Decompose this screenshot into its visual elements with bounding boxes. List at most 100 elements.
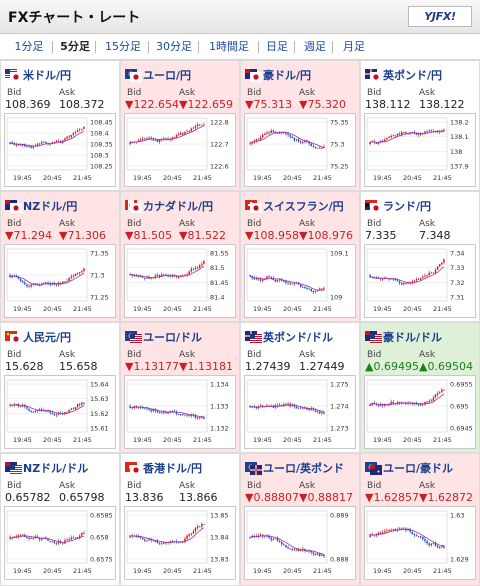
rate-card[interactable]: 豪ドル/ドル Bid Ask ▲0.69495 ▲0.69504 0.6955 0.695 0…: [360, 322, 480, 453]
candle-body: [188, 415, 190, 416]
price-chart[interactable]: 0.6955 0.695 0.6945 19:45 20:45 21:45: [364, 375, 476, 449]
price-chart[interactable]: 0.889 0.888 19:45 20:45 21:45: [244, 506, 356, 580]
rate-card[interactable]: 英ポンド/円 Bid Ask 138.112 138.122 138.2 138.1 138 1…: [360, 60, 480, 191]
price-chart[interactable]: 122.8 122.7 122.6 19:45 20:45 21:45: [124, 113, 236, 187]
us-flag-icon: [370, 334, 382, 344]
candle-body: [308, 141, 310, 144]
candle-body: [152, 409, 155, 412]
candle-body: [424, 275, 426, 277]
currency-pair-name[interactable]: 英ポンド/ドル: [263, 331, 334, 344]
price-chart[interactable]: 7.34 7.33 7.32 7.31 19:45 20:45 21:45: [364, 244, 476, 318]
candle-body: [308, 288, 310, 290]
currency-pair-name[interactable]: 米ドル/円: [23, 69, 72, 82]
candle-body: [129, 406, 131, 408]
candle-body: [293, 138, 296, 141]
currency-pair-name[interactable]: カナダドル/円: [143, 200, 214, 213]
candle-body: [259, 137, 262, 140]
price-chart[interactable]: 1.275 1.274 1.273 19:45 20:45 21:45: [244, 375, 356, 449]
candle-body: [306, 550, 308, 552]
currency-pair-name[interactable]: 豪ドル/円: [263, 69, 312, 82]
candle-body: [36, 536, 39, 538]
price-chart[interactable]: 15.64 15.63 15.62 15.61 19:45 20:45 21:45: [4, 375, 116, 449]
currency-pair-name[interactable]: スイスフラン/円: [263, 200, 344, 213]
currency-pair-name[interactable]: ユーロ/円: [143, 69, 192, 82]
price-chart[interactable]: 13.85 13.84 13.83 19:45 20:45 21:45: [124, 506, 236, 580]
candle-body: [400, 132, 403, 135]
rate-card[interactable]: 香港ドル/円 Bid Ask 13.836 13.866 13.85 13.84 13.83 1…: [120, 453, 240, 586]
price-chart[interactable]: 75.35 75.3 75.25 19:45 20:45 21:45: [244, 113, 356, 187]
ask-label: Ask: [59, 481, 76, 491]
currency-pair-name[interactable]: 豪ドル/ドル: [383, 331, 443, 344]
tab-8[interactable]: 月足: [343, 40, 365, 53]
rate-card[interactable]: 人民元/円 Bid Ask 15.628 15.658 15.64 15.63 15.62 15…: [0, 322, 120, 453]
ask-value: 0.65798: [59, 491, 105, 504]
rate-card[interactable]: ユーロ/円 Bid Ask ▼122.654 ▼122.659 122.8 122.7 122…: [120, 60, 240, 191]
candle-body: [388, 403, 390, 406]
price-chart[interactable]: 108.45 108.4 108.35 108.3 108.25 19:45 20:45 21…: [4, 113, 116, 187]
currency-pair-name[interactable]: ユーロ/豪ドル: [383, 462, 454, 475]
bid-value: ▼1.13177: [125, 360, 179, 373]
candle-body: [57, 140, 60, 142]
candle-body: [417, 535, 420, 537]
tab-1[interactable]: 1分足: [14, 40, 44, 53]
tab-2[interactable]: 5分足: [60, 40, 90, 53]
price-chart[interactable]: 1.134 1.133 1.132 19:45 20:45 21:45: [124, 375, 236, 449]
bid-label: Bid: [7, 88, 22, 98]
price-chart-svg: 122.8 122.7 122.6 19:45 20:45 21:45: [126, 117, 229, 182]
x-tick-label: 20:45: [43, 174, 62, 182]
candle-body: [182, 132, 184, 135]
candle-body: [203, 260, 205, 264]
currency-pair-name[interactable]: ユーロ/英ポンド: [263, 462, 345, 475]
rate-card[interactable]: スイスフラン/円 Bid Ask ▼108.958 ▼108.976 109.1 109 19…: [240, 191, 360, 322]
currency-pair-name[interactable]: 英ポンド/円: [383, 69, 443, 82]
candle-body: [398, 401, 401, 403]
currency-pair-name[interactable]: 香港ドル/円: [143, 462, 203, 475]
price-chart[interactable]: 138.2 138.1 138 137.9 19:45 20:45 21:45: [364, 113, 476, 187]
tab-3[interactable]: 15分足: [105, 40, 141, 53]
price-chart[interactable]: 109.1 109 19:45 20:45 21:45: [244, 244, 356, 318]
rate-card[interactable]: ランド/円 Bid Ask 7.335 7.348 7.34 7.33 7.32 7.31 19:…: [360, 191, 480, 322]
price-chart[interactable]: 1.63 1.629 19:45 20:45 21:45: [364, 506, 476, 580]
candle-body: [249, 537, 251, 538]
rate-card[interactable]: カナダドル/円 Bid Ask ▼81.505 ▼81.522 81.55 81.5 81.4…: [120, 191, 240, 322]
candle-body: [76, 273, 79, 275]
yjfx-logo[interactable]: YJFX!: [408, 6, 472, 27]
rate-card[interactable]: 豪ドル/円 Bid Ask ▼75.313 ▼75.320 75.35 75.3 75.25 1…: [240, 60, 360, 191]
candle-body: [308, 550, 310, 552]
tab-4[interactable]: 30分足: [156, 40, 192, 53]
plot-frame: [246, 117, 328, 171]
rate-card[interactable]: NZドル/ドル Bid Ask 0.65782 0.65798 0.6585 0.658 0.…: [0, 453, 120, 586]
candle-body: [276, 280, 279, 282]
currency-pair-name[interactable]: ユーロ/ドル: [143, 331, 203, 344]
y-tick-label: 138: [450, 148, 462, 156]
currency-pair-name[interactable]: NZドル/ドル: [23, 462, 89, 475]
candle-body: [45, 282, 47, 284]
rate-card[interactable]: 英ポンド/ドル Bid Ask 1.27439 1.27449 1.275 1.274 1.2…: [240, 322, 360, 453]
candle-body: [434, 394, 437, 398]
ask-value: ▼0.88817: [299, 491, 353, 504]
price-chart[interactable]: 71.35 71.3 71.25 19:45 20:45 21:45: [4, 244, 116, 318]
candle-body: [422, 536, 424, 540]
candle-body: [156, 410, 159, 413]
tab-5[interactable]: 1時間足: [209, 40, 249, 53]
currency-pair-name[interactable]: 人民元/円: [23, 331, 72, 344]
tab-7[interactable]: 週足: [304, 40, 326, 53]
rate-card[interactable]: ユーロ/豪ドル Bid Ask ▼1.62857 ▼1.62872 1.63 1.629 19…: [360, 453, 480, 586]
price-chart[interactable]: 81.55 81.5 81.45 81.4 19:45 20:45 21:45: [124, 244, 236, 318]
currency-pair-name[interactable]: ランド/円: [383, 200, 432, 213]
candle-body: [318, 147, 321, 149]
rate-card[interactable]: NZドル/円 Bid Ask ▼71.294 ▼71.306 71.35 71.3 71.25…: [0, 191, 120, 322]
currency-flags: [245, 69, 262, 82]
candle-body: [428, 130, 430, 132]
x-tick-label: 21:45: [433, 436, 452, 444]
candle-body: [70, 276, 73, 278]
rate-card[interactable]: ユーロ/ドル Bid Ask ▼1.13177 ▼1.13181 1.134 1.133 1.…: [120, 322, 240, 453]
price-chart[interactable]: 0.6585 0.658 0.6575 19:45 20:45 21:45: [4, 506, 116, 580]
rate-card[interactable]: 米ドル/円 Bid Ask 108.369 108.372 108.45 108.4 108.…: [0, 60, 120, 191]
tab-6[interactable]: 日足: [266, 40, 288, 53]
rate-card[interactable]: ユーロ/英ポンド Bid Ask ▼0.88807 ▼0.88817 0.889 0.888…: [240, 453, 360, 586]
candle-body: [17, 535, 20, 537]
candle-body: [411, 131, 414, 133]
plot-frame: [366, 510, 448, 564]
currency-pair-name[interactable]: NZドル/円: [23, 200, 78, 213]
